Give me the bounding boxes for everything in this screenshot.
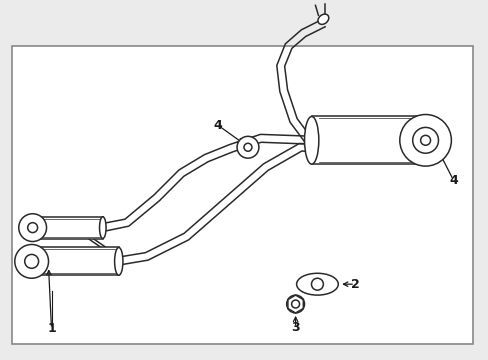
Ellipse shape [15,244,48,278]
Ellipse shape [28,223,38,233]
Text: 4: 4 [448,174,457,186]
Ellipse shape [100,217,106,239]
Ellipse shape [304,117,318,164]
Ellipse shape [412,127,438,153]
Text: 4: 4 [213,119,222,132]
Ellipse shape [399,114,450,166]
Ellipse shape [291,300,299,308]
Ellipse shape [114,247,122,275]
Bar [12,46,472,344]
Ellipse shape [418,117,433,164]
Ellipse shape [296,273,338,295]
Text: 1: 1 [47,322,56,336]
Ellipse shape [420,135,429,145]
Bar [28,247,119,275]
Ellipse shape [286,295,304,313]
Ellipse shape [244,143,251,151]
Ellipse shape [237,136,258,158]
Ellipse shape [27,217,33,239]
Ellipse shape [19,214,46,242]
Ellipse shape [311,278,323,290]
Ellipse shape [317,14,328,24]
Ellipse shape [25,255,39,268]
Ellipse shape [417,132,433,148]
Text: 2: 2 [350,278,359,291]
Text: 3: 3 [291,321,299,334]
Bar [30,217,102,239]
Ellipse shape [24,247,32,275]
Bar [311,117,426,164]
